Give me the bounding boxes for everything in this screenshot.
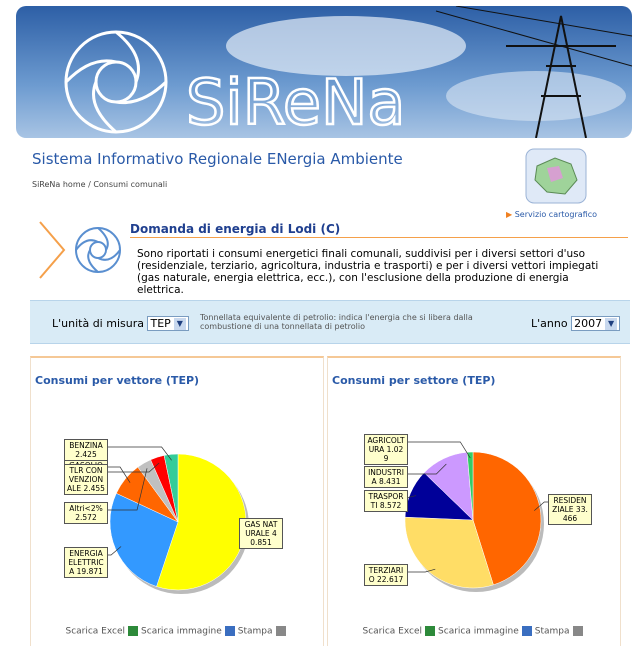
action-link[interactable]: Scarica Excel (362, 626, 423, 637)
map-link-text[interactable]: Servizio cartografico (514, 210, 598, 219)
label-category: INDUSTRIA (368, 468, 404, 486)
pie-slice (163, 453, 179, 523)
year-value[interactable]: 2007 (574, 317, 603, 330)
action-link[interactable]: Stampa (534, 626, 570, 637)
unit-value[interactable]: TEP (150, 317, 171, 330)
map-icon[interactable] (525, 148, 587, 204)
action-link[interactable]: Scarica Excel (65, 626, 126, 637)
leader-line (408, 568, 436, 573)
year-select[interactable]: 2007 ▼ (571, 316, 621, 331)
unit-note: Tonnellata equivalente di petrolio: indi… (200, 313, 473, 331)
breadcrumb[interactable]: SiReNa home / Consumi comunali (32, 180, 168, 189)
year-control: L'anno 2007 ▼ (531, 316, 621, 331)
action-link[interactable]: Scarica immagine (438, 626, 519, 637)
label-category: TERZIARIO (368, 566, 404, 584)
pie-chart (108, 446, 251, 594)
data-label: RESIDENZIALE 33.466 (548, 494, 592, 525)
label-category: TRASPORTI (368, 492, 404, 510)
chart-actions: Scarica Excel Scarica immagine Stampa (328, 626, 620, 637)
data-label: INDUSTRIA 8.431 (364, 466, 408, 488)
label-value: 1.029 (383, 445, 404, 463)
pie-slice (472, 451, 542, 586)
site-title: Sistema Informativo Regionale ENergia Am… (32, 150, 403, 168)
action-icon[interactable] (521, 626, 532, 636)
leader-line (108, 468, 148, 511)
data-label: AGRICOLTURA 1.029 (364, 434, 408, 465)
section-text: Sono riportati i consumi energetici fina… (137, 248, 599, 296)
data-label: TRASPORTI 8.572 (364, 490, 408, 512)
pie-chart (404, 441, 548, 592)
label-value: 2.455 (83, 484, 105, 493)
label-category: AGRICOLTURA (367, 436, 405, 454)
action-icon[interactable] (128, 626, 139, 636)
label-value: 8.572 (379, 501, 402, 510)
label-value: 8.431 (379, 477, 401, 486)
label-category: BENZINA (69, 441, 103, 450)
label-value: 22.617 (377, 575, 404, 584)
action-link[interactable]: Stampa (237, 626, 273, 637)
label-value: 19.871 (76, 567, 103, 576)
year-label: L'anno (531, 317, 568, 330)
label-category: RESIDENZIALE (552, 496, 587, 514)
data-label: BENZINA 2.425 (64, 439, 108, 461)
unit-control: L'unità di misura TEP ▼ (52, 316, 189, 331)
leader-line (108, 466, 131, 483)
data-label: Altri<2% 2.572 (64, 502, 108, 524)
label-category: ENERGIA ELETTRICA (68, 549, 104, 576)
action-icon[interactable] (425, 626, 436, 636)
label-category: Altri<2% (69, 504, 103, 513)
action-icon[interactable] (224, 626, 235, 636)
leader-line (108, 546, 122, 556)
action-link[interactable]: Scarica immagine (141, 626, 222, 637)
leader-line (408, 463, 447, 475)
section-heading: Domanda di energia di Lodi (C) (130, 222, 628, 238)
map-link[interactable]: ▶ Servizio cartografico (506, 210, 598, 219)
leader-line (108, 462, 160, 473)
controls-bar (30, 300, 630, 344)
leader-line (108, 446, 172, 461)
leader-line (534, 501, 548, 511)
data-label: TLR CONVENZIONALE 2.455 (64, 464, 108, 495)
pie-slice (404, 516, 494, 589)
label-category: GAS NATURALE (244, 520, 278, 538)
unit-label: L'unità di misura (52, 317, 144, 330)
header-banner: SiReNa (16, 6, 632, 138)
label-value: 40.851 (250, 529, 277, 547)
data-label: TERZIARIO 22.617 (364, 564, 408, 586)
section-icon (39, 221, 121, 279)
label-value: 33.466 (562, 505, 588, 523)
label-category: TLR CONVENZIONALE (67, 466, 104, 493)
chart-panel: Consumi per settore (TEP) RESIDENZIALE 33… (327, 356, 621, 646)
data-label: GAS NATURALE 40.851 (239, 518, 283, 549)
action-icon[interactable] (572, 626, 583, 636)
data-label: ENERGIA ELETTRICA 19.871 (64, 547, 108, 578)
label-value: 2.425 (75, 450, 97, 459)
chart-title: Consumi per settore (TEP) (332, 374, 496, 387)
leader-line (408, 441, 471, 459)
logo: SiReNa (186, 66, 405, 138)
unit-select[interactable]: TEP ▼ (147, 316, 189, 331)
action-icon[interactable] (275, 626, 286, 636)
chart-actions: Scarica Excel Scarica immagine Stampa (31, 626, 323, 637)
chart-panel: Consumi per vettore (TEP) GAS NATURALE 40… (30, 356, 324, 646)
label-value: 2.572 (75, 513, 97, 522)
chart-title: Consumi per vettore (TEP) (35, 374, 200, 387)
pie-slice (109, 492, 179, 587)
